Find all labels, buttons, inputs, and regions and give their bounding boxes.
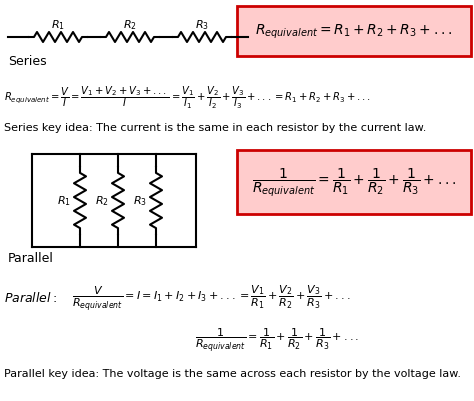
Text: $R_1$: $R_1$ xyxy=(51,18,65,32)
Text: $R_{equivalent} = \dfrac{V}{I} = \dfrac{V_1 + V_2 + V_3 + ...}{I} = \dfrac{V_1}{: $R_{equivalent} = \dfrac{V}{I} = \dfrac{… xyxy=(4,85,371,111)
FancyBboxPatch shape xyxy=(237,151,471,215)
FancyBboxPatch shape xyxy=(237,7,471,57)
Text: $R_1$: $R_1$ xyxy=(57,194,71,208)
Text: Series: Series xyxy=(8,55,46,68)
Text: $R_2$: $R_2$ xyxy=(123,18,137,32)
Text: Parallel key idea: The voltage is the same across each resistor by the voltage l: Parallel key idea: The voltage is the sa… xyxy=(4,368,461,378)
Text: $\dfrac{1}{R_{equivalent}} = \dfrac{1}{R_1} + \dfrac{1}{R_2} + \dfrac{1}{R_3} + : $\dfrac{1}{R_{equivalent}} = \dfrac{1}{R… xyxy=(252,166,456,199)
Text: $\dfrac{V}{R_{equivalent}} = I = I_1 + I_2 + I_3 + ... = \dfrac{V_1}{R_1} + \dfr: $\dfrac{V}{R_{equivalent}} = I = I_1 + I… xyxy=(72,282,350,312)
Text: $R_2$: $R_2$ xyxy=(95,194,109,208)
Text: $R_3$: $R_3$ xyxy=(195,18,209,32)
Text: Parallel: Parallel xyxy=(8,251,54,264)
Text: $\dfrac{1}{R_{equivalent}} = \dfrac{1}{R_1} + \dfrac{1}{R_2} + \dfrac{1}{R_3} + : $\dfrac{1}{R_{equivalent}} = \dfrac{1}{R… xyxy=(195,325,359,353)
Text: Series key idea: The current is the same in each resistor by the current law.: Series key idea: The current is the same… xyxy=(4,123,427,133)
Text: $R_3$: $R_3$ xyxy=(133,194,147,208)
Text: $R_{equivalent} = R_1 + R_2 + R_3 + ...$: $R_{equivalent} = R_1 + R_2 + R_3 + ...$ xyxy=(255,23,453,41)
Text: $\mathit{Parallel}\mathrm{:}$: $\mathit{Parallel}\mathrm{:}$ xyxy=(4,290,57,304)
